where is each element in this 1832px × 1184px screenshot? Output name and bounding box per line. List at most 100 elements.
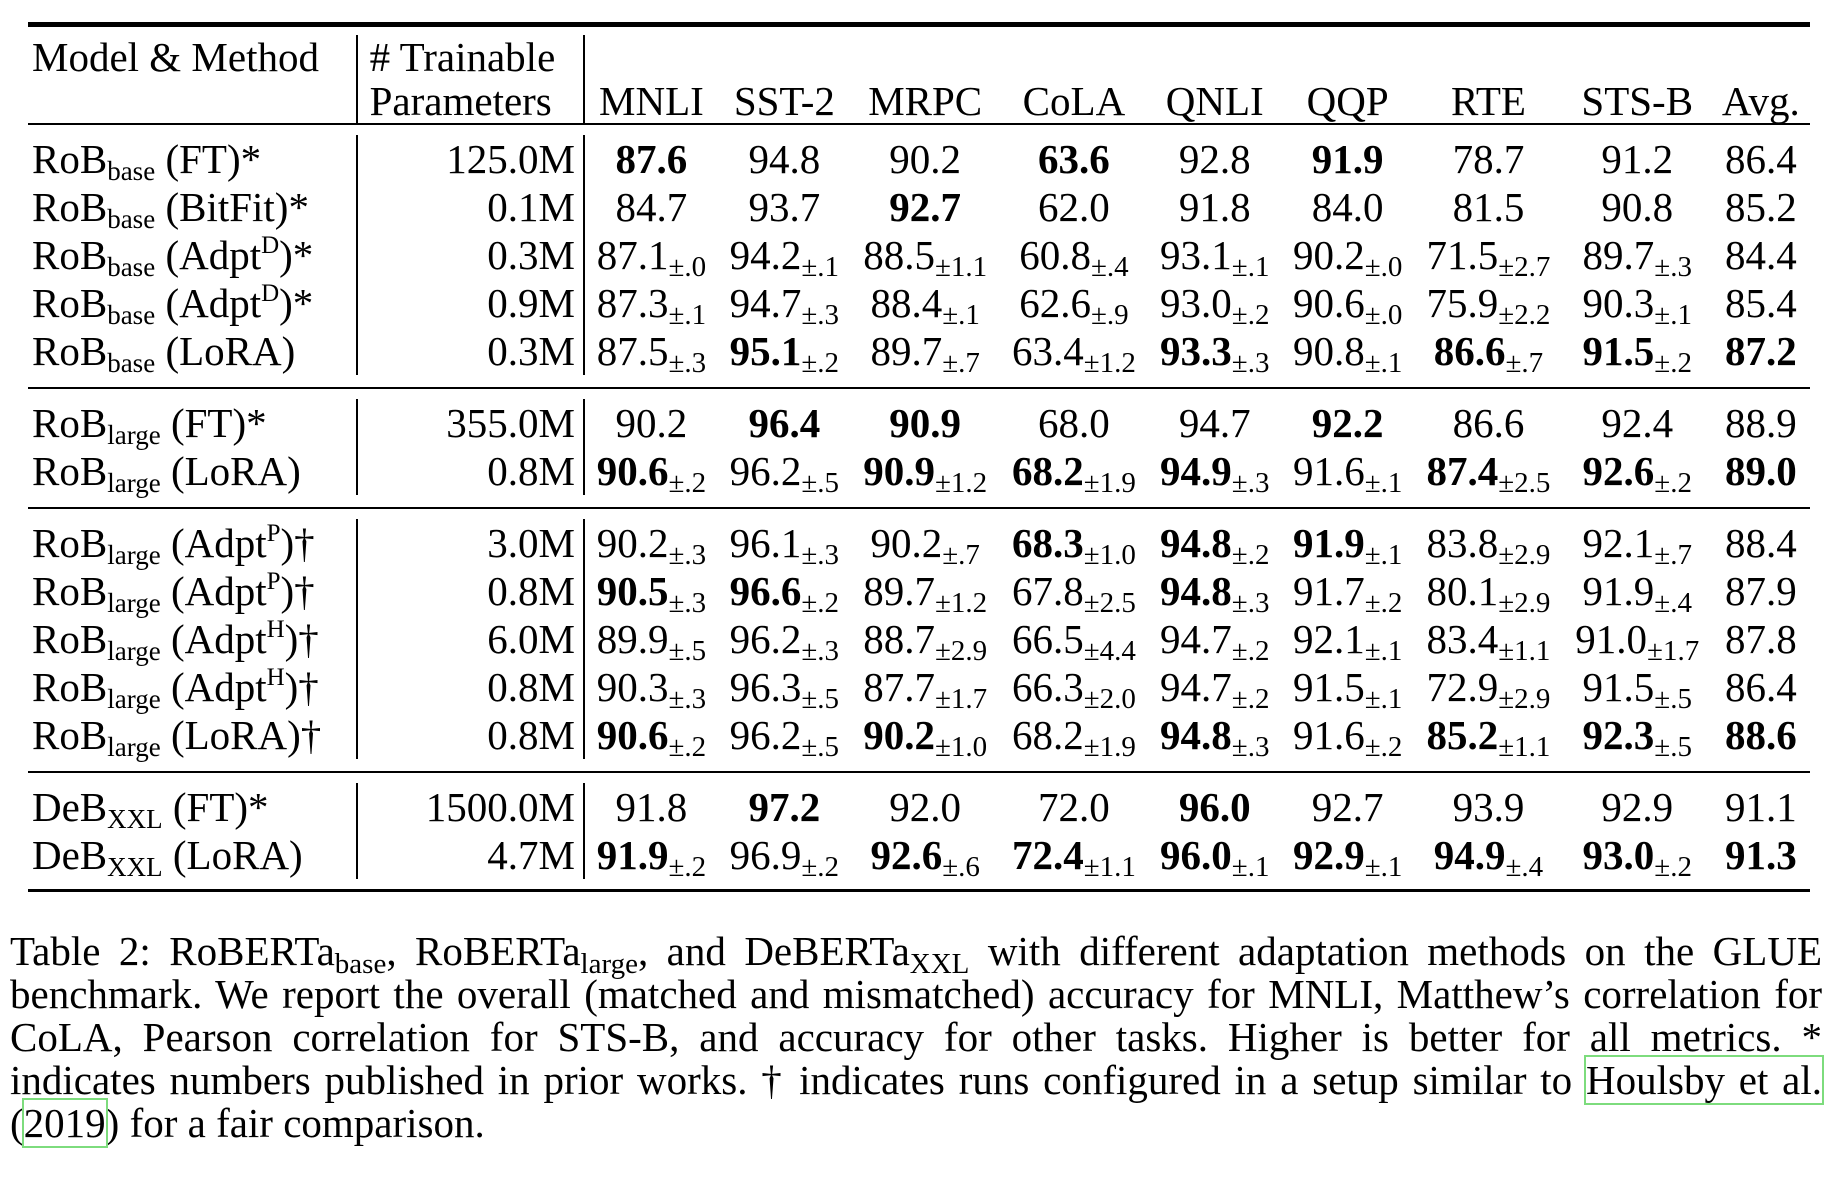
score-std: ±.3 — [668, 682, 707, 715]
score-value: 89.7 — [870, 327, 943, 374]
score-value: 62.0 — [1038, 183, 1110, 230]
trainable-params-cell: 0.3M — [355, 327, 585, 375]
score-cell: 96.1±.3 — [718, 519, 851, 569]
score-cell: 88.4±.1 — [851, 279, 1000, 329]
trainable-params-cell: 0.8M — [355, 711, 585, 759]
score-cell: 93.9 — [1414, 783, 1563, 831]
score-value: 92.0 — [889, 783, 962, 830]
model-method-cell: RoBlarge (AdptP)† — [28, 567, 357, 617]
score-cell: 89.9±.5 — [584, 615, 718, 665]
score-std: ±.5 — [801, 730, 840, 763]
score-std: ±.2 — [1231, 634, 1270, 667]
score-value: 63.4 — [1011, 327, 1084, 374]
score-value: 71.5 — [1426, 231, 1499, 278]
score-cell: 94.9±.3 — [1148, 447, 1281, 497]
score-cell: 92.7 — [851, 183, 1000, 231]
table-row: RoBlarge (LoRA)† 0.8M 90.6±.2 96.2±.5 90.2±1… — [28, 711, 1810, 761]
score-std: ±.3 — [1231, 586, 1270, 619]
score-cell: 96.6±.2 — [718, 567, 851, 617]
model-method-cell: RoBbase (AdptD)* — [28, 279, 357, 329]
score-value: 94.7 — [1160, 663, 1232, 710]
model-method-cell: RoBlarge (FT)* — [28, 399, 357, 448]
score-std: ±1.7 — [1647, 634, 1700, 667]
method-suffix: )† — [280, 567, 315, 614]
score-value: 92.3 — [1582, 711, 1655, 758]
model-name: RoB — [32, 711, 108, 758]
table-row: RoBlarge (AdptH)† 0.8M 90.3±.3 96.3±.5 87.7±… — [28, 663, 1810, 713]
score-value: 63.6 — [1038, 135, 1110, 182]
model-size-subscript: base — [107, 251, 156, 282]
score-value: 90.5 — [596, 567, 669, 614]
citation-close-paren: ) — [105, 1100, 120, 1146]
score-cell: 86.6 — [1414, 399, 1563, 447]
score-std: ±.2 — [1654, 850, 1692, 883]
score-std: ±.1 — [1364, 850, 1403, 883]
score-value: 94.8 — [1160, 519, 1232, 566]
header-params-line1: # Trainable — [355, 35, 585, 79]
score-std: ±.5 — [801, 682, 840, 715]
score-cell: 96.0 — [1148, 783, 1281, 831]
score-cell: 91.9±.2 — [584, 831, 718, 881]
method-suffix: )* — [279, 279, 314, 326]
table-row: RoBbase (FT)* 125.0M 87.6 94.8 90.2 63.6 92.8 9… — [28, 135, 1810, 184]
score-cell: 90.8 — [1563, 183, 1712, 231]
model-method-cell: RoBlarge (AdptH)† — [28, 615, 357, 665]
score-value: 90.3 — [1582, 279, 1655, 326]
score-std: ±.1 — [1364, 346, 1403, 379]
citation-author-link[interactable]: Houlsby et al. — [1583, 1055, 1825, 1105]
score-std: ±.5 — [1654, 682, 1692, 715]
score-value: 91.3 — [1724, 831, 1797, 878]
table-body: Model & Method # Trainable Parameters MN… — [28, 22, 1810, 892]
score-value: 91.6 — [1292, 447, 1365, 494]
score-cell: 62.6±.9 — [1000, 279, 1149, 329]
score-value: 91.8 — [1178, 183, 1251, 230]
table-row: RoBlarge (FT)* 355.0M 90.2 96.4 90.9 68.0 94.7… — [28, 399, 1810, 448]
score-cell: 92.1±.7 — [1563, 519, 1712, 569]
score-std: ±.1 — [1231, 250, 1270, 283]
method-suffix: )† — [284, 663, 319, 710]
score-value: 84.4 — [1724, 231, 1797, 278]
score-cell: 85.4 — [1712, 279, 1810, 327]
model-size-subscript: large — [107, 467, 161, 498]
score-cell: 93.1±.1 — [1148, 231, 1281, 281]
score-value: 91.0 — [1575, 615, 1648, 662]
score-value: 90.8 — [1601, 183, 1674, 230]
score-value: 91.9 — [596, 831, 669, 878]
citation-year-link[interactable]: 2019 — [21, 1098, 108, 1148]
score-value: 93.0 — [1160, 279, 1232, 326]
score-cell: 68.2±1.9 — [1000, 447, 1149, 497]
header-row-1: Model & Method # Trainable — [28, 35, 1810, 79]
method-suffix: (LoRA) — [162, 831, 303, 878]
score-cell: 91.6±.1 — [1281, 447, 1414, 497]
table-row: RoBbase (LoRA) 0.3M 87.5±.3 95.1±.2 89.7±.7 6… — [28, 327, 1810, 377]
score-cell: 97.2 — [718, 783, 851, 831]
score-value: 92.9 — [1292, 831, 1365, 878]
score-value: 94.8 — [1160, 711, 1232, 758]
score-std: ±.1 — [801, 250, 840, 283]
score-value: 89.7 — [1582, 231, 1655, 278]
score-cell: 94.8±.3 — [1148, 711, 1281, 761]
score-cell: 60.8±.4 — [1000, 231, 1149, 281]
model-method-cell: RoBbase (LoRA) — [28, 327, 357, 376]
score-std: ±1.2 — [934, 466, 988, 499]
score-value: 93.1 — [1160, 231, 1232, 278]
score-std: ±.2 — [1364, 586, 1403, 619]
score-cell: 95.1±.2 — [718, 327, 851, 377]
score-std: ±.1 — [1364, 538, 1403, 571]
score-cell: 91.7±.2 — [1281, 567, 1414, 617]
score-cell: 72.9±2.9 — [1414, 663, 1563, 713]
score-std: ±1.1 — [934, 250, 988, 283]
score-value: 78.7 — [1452, 135, 1525, 182]
score-cell: 89.7±1.2 — [851, 567, 1000, 617]
score-std: ±.1 — [1654, 298, 1692, 331]
score-value: 87.6 — [615, 135, 688, 182]
score-cell: 92.9 — [1563, 783, 1712, 831]
score-value: 88.4 — [1724, 519, 1797, 566]
score-value: 90.2 — [1292, 231, 1365, 278]
score-value: 90.8 — [1292, 327, 1365, 374]
score-cell: 90.6±.2 — [584, 447, 718, 497]
score-value: 60.8 — [1019, 231, 1091, 278]
model-name: RoB — [32, 231, 108, 278]
score-std: ±2.9 — [1498, 538, 1551, 571]
score-value: 94.7 — [1160, 615, 1232, 662]
